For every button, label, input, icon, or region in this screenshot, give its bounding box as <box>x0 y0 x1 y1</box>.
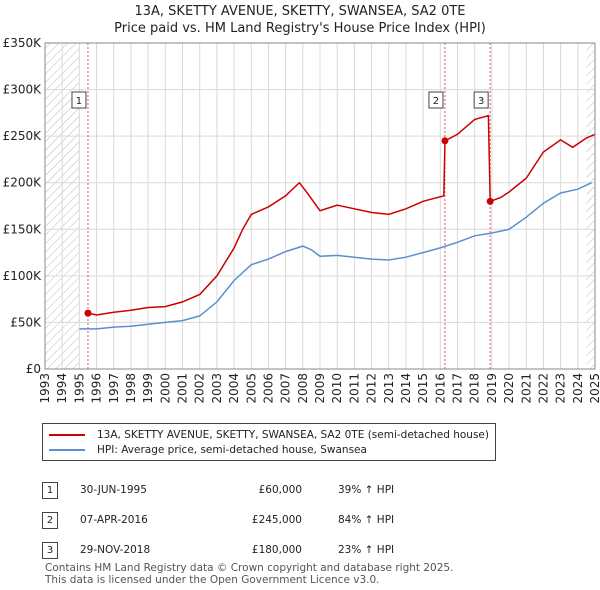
sale-hpi-change: 39% ↑ HPI <box>338 484 395 496</box>
x-tick-label: 2011 <box>347 373 361 404</box>
x-tick-label: 1998 <box>124 373 138 404</box>
sale-point <box>486 197 494 205</box>
sale-price: £60,000 <box>258 484 302 496</box>
footer-licence: This data is licensed under the Open Gov… <box>45 574 380 586</box>
sales-table: 1 30-JUN-1995 £60,000 39% ↑ HPI 2 07-APR… <box>42 475 458 565</box>
x-tick-label: 2006 <box>261 373 275 404</box>
x-tick-label: 1993 <box>38 373 52 404</box>
x-tick-label: 2021 <box>519 373 533 404</box>
legend-item-property: 13A, SKETTY AVENUE, SKETTY, SWANSEA, SA2… <box>49 428 489 442</box>
y-tick-label: £250K <box>3 129 43 143</box>
x-tick-label: 2012 <box>365 373 379 404</box>
y-tick-label: £300K <box>3 83 43 97</box>
legend-label-property: 13A, SKETTY AVENUE, SKETTY, SWANSEA, SA2… <box>97 429 489 441</box>
x-tick-label: 1997 <box>107 373 121 404</box>
x-tick-label: 2016 <box>433 373 447 404</box>
table-row: 1 30-JUN-1995 £60,000 39% ↑ HPI <box>42 475 458 505</box>
x-tick-label: 2017 <box>451 373 465 404</box>
x-tick-label: 1994 <box>55 373 69 404</box>
sale-number: 3 <box>42 541 58 559</box>
sale-date: 30-JUN-1995 <box>80 484 147 496</box>
x-tick-label: 1999 <box>141 373 155 404</box>
legend-label-hpi: HPI: Average price, semi-detached house,… <box>97 444 367 456</box>
x-tick-label: 2023 <box>554 373 568 404</box>
sale-marker-box <box>428 91 444 109</box>
sale-marker-box <box>71 91 87 109</box>
x-tick-label: 2020 <box>502 373 516 404</box>
sale-marker-label: 1 <box>76 96 82 107</box>
x-tick-label: 2013 <box>382 373 396 404</box>
table-row: 2 07-APR-2016 £245,000 84% ↑ HPI <box>42 505 458 535</box>
legend-swatch-property <box>49 434 85 436</box>
x-tick-label: 2015 <box>416 373 430 404</box>
x-tick-label: 2014 <box>399 373 413 404</box>
x-tick-label: 2022 <box>536 373 550 404</box>
x-tick-label: 1996 <box>90 373 104 404</box>
sale-hpi-change: 23% ↑ HPI <box>338 544 395 556</box>
plot-frame <box>44 42 596 370</box>
hatched-region <box>586 43 595 369</box>
x-tick-label: 2008 <box>296 373 310 404</box>
x-tick-label: 2024 <box>571 373 585 404</box>
sale-marker-label: 3 <box>478 96 484 107</box>
x-tick-label: 2005 <box>244 373 258 404</box>
sale-date: 29-NOV-2018 <box>80 544 151 556</box>
y-tick-label: £350K <box>3 36 43 50</box>
x-tick-label: 2002 <box>193 373 207 404</box>
x-tick-label: 2018 <box>468 373 482 404</box>
x-tick-label: 2007 <box>279 373 293 404</box>
x-tick-label: 2003 <box>210 373 224 404</box>
sale-number: 2 <box>42 511 58 529</box>
y-tick-label: £0 <box>26 362 41 376</box>
sale-number: 1 <box>42 481 58 499</box>
x-tick-label: 2004 <box>227 373 241 404</box>
sale-price: £245,000 <box>251 514 302 526</box>
y-tick-label: £150K <box>3 222 43 236</box>
x-tick-label: 2001 <box>176 373 190 404</box>
legend-swatch-hpi <box>49 449 85 451</box>
series-line-property <box>87 114 596 316</box>
x-tick-label: 2025 <box>588 373 600 404</box>
sale-marker-label: 2 <box>433 96 439 107</box>
y-tick-label: £50K <box>10 315 42 329</box>
legend-item-hpi: HPI: Average price, semi-detached house,… <box>49 443 367 457</box>
x-tick-label: 1995 <box>72 373 86 404</box>
y-tick-label: £200K <box>3 176 43 190</box>
price-chart: 1 2 3 £0 £50K £100K £150K £200K £250K £300K £350K… <box>3 36 600 404</box>
series-line-hpi <box>79 182 592 330</box>
sale-date: 07-APR-2016 <box>80 514 148 526</box>
legend: 13A, SKETTY AVENUE, SKETTY, SWANSEA, SA2… <box>42 423 496 461</box>
sale-point <box>441 137 449 145</box>
x-tick-label: 2000 <box>158 373 172 404</box>
x-tick-label: 2019 <box>485 373 499 404</box>
chart-subtitle: Price paid vs. HM Land Registry's House … <box>114 21 486 36</box>
sale-point <box>84 309 92 317</box>
x-tick-label: 2009 <box>313 373 327 404</box>
y-tick-label: £100K <box>3 269 43 283</box>
x-tick-label: 2010 <box>330 373 344 404</box>
footer-copyright: Contains HM Land Registry data © Crown c… <box>45 562 454 574</box>
sale-hpi-change: 84% ↑ HPI <box>338 514 395 526</box>
sale-price: £180,000 <box>251 544 302 556</box>
table-row: 3 29-NOV-2018 £180,000 23% ↑ HPI <box>42 535 458 565</box>
sale-marker-box <box>473 91 489 109</box>
chart-title: 13A, SKETTY AVENUE, SKETTY, SWANSEA, SA2… <box>134 4 466 19</box>
